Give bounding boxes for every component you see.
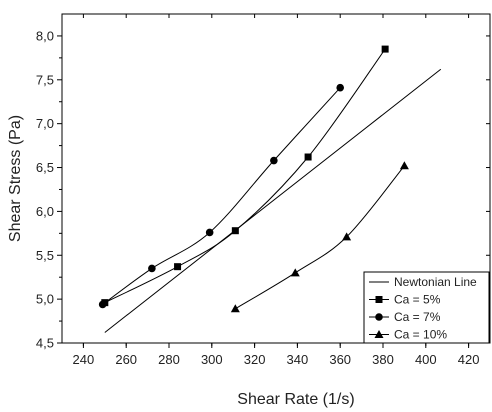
series-layer: [98, 45, 442, 333]
x-tick-label: 420: [458, 352, 480, 367]
y-tick-label: 5,0: [36, 292, 54, 307]
data-point-3: [399, 161, 409, 170]
data-point-3: [230, 304, 240, 313]
x-tick-label: 300: [201, 352, 223, 367]
y-tick-label: 7,0: [36, 116, 54, 131]
x-tick-label: 360: [329, 352, 351, 367]
ticks-layer: 240 260 280 300 320 340 360 380 400 420 4,5 5,0 5,5 6…: [36, 13, 491, 367]
x-tick-label: 320: [244, 352, 266, 367]
series-line-0: [104, 68, 442, 333]
x-tick-label: 280: [158, 352, 180, 367]
legend-label: Ca = 7%: [394, 310, 441, 324]
legend-label: Newtonian Line: [394, 275, 477, 289]
y-axis-title: Shear Stress (Pa): [7, 115, 24, 242]
x-axis-title: Shear Rate (1/s): [237, 391, 354, 408]
series-line-1: [104, 48, 386, 304]
y-tick-label: 6,5: [36, 160, 54, 175]
series-line-2: [102, 87, 341, 305]
data-point-2: [270, 156, 278, 165]
data-point-3: [290, 268, 300, 277]
data-point-2: [205, 228, 214, 237]
x-tick-label: 260: [115, 352, 137, 367]
legend-label: Ca = 5%: [394, 293, 441, 307]
y-tick-label: 7,5: [36, 72, 54, 87]
data-point-1: [304, 153, 312, 161]
data-point-3: [342, 232, 352, 241]
data-point-2: [336, 83, 345, 92]
data-point-1: [381, 45, 389, 53]
legend-marker: [374, 330, 384, 338]
legend: Newtonian Line Ca = 5% Ca = 7% Ca = 10%: [363, 271, 490, 344]
y-tick-label: 5,5: [36, 248, 54, 263]
data-point-2: [148, 264, 156, 273]
x-tick-label: 400: [415, 352, 437, 367]
y-tick-label: 6,0: [36, 204, 54, 219]
data-point-1: [174, 263, 182, 271]
legend-marker: [375, 313, 383, 321]
data-point-2: [98, 300, 107, 309]
series-line-3: [235, 165, 405, 310]
x-tick-label: 340: [287, 352, 309, 367]
plot-frame: [61, 13, 491, 344]
x-tick-label: 240: [73, 352, 95, 367]
legend-label: Ca = 10%: [394, 328, 447, 342]
legend-marker: [375, 296, 383, 303]
x-tick-label: 380: [372, 352, 394, 367]
legend-box: [363, 271, 490, 344]
y-tick-label: 8,0: [36, 28, 54, 43]
data-point-1: [231, 227, 239, 235]
y-tick-label: 4,5: [36, 336, 54, 351]
